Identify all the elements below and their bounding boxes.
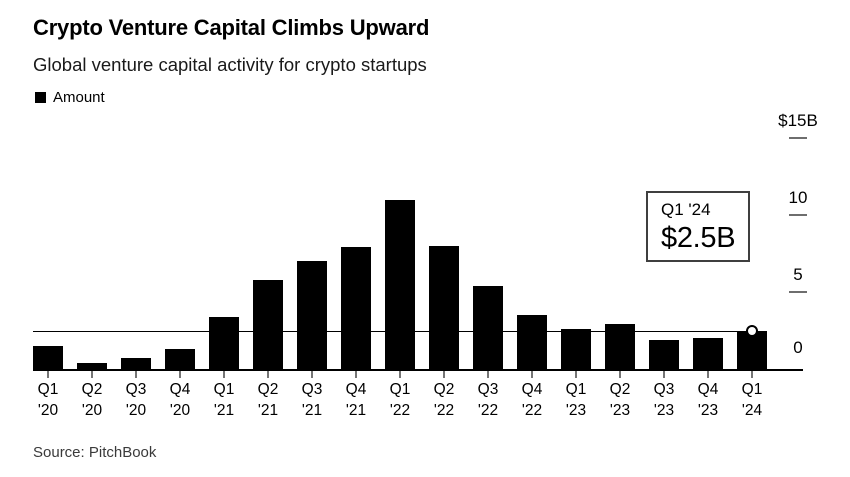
bar (517, 315, 547, 369)
callout-value: $2.5B (661, 222, 736, 254)
highlight-callout: Q1 '24 $2.5B (646, 191, 750, 262)
legend-swatch-icon (35, 92, 46, 103)
y-axis-label: 0 (793, 338, 803, 357)
x-axis-label: Q2 '23 (609, 381, 631, 419)
bar (649, 339, 679, 369)
bar (33, 345, 63, 369)
legend: Amount (35, 89, 105, 106)
y-axis-tick-dash (789, 137, 807, 139)
x-axis-tick (135, 371, 137, 378)
y-axis-tick-dash (789, 214, 807, 216)
x-axis-label: Q4 '22 (521, 381, 543, 419)
x-axis-tick (443, 371, 445, 378)
x-axis-label: Q4 '23 (697, 381, 719, 419)
bar (605, 324, 635, 369)
x-axis-label: Q1 '24 (741, 381, 763, 419)
bar (297, 261, 327, 369)
x-axis-label: Q3 '22 (477, 381, 499, 419)
x-axis-tick (179, 371, 181, 378)
x-axis-label: Q2 '22 (433, 381, 455, 419)
x-axis-label: Q1 '20 (37, 381, 59, 419)
x-axis-tick (47, 371, 49, 378)
x-axis-label: Q1 '21 (213, 381, 235, 419)
x-axis-tick (355, 371, 357, 378)
x-axis-tick (487, 371, 489, 378)
x-axis-tick (707, 371, 709, 378)
x-axis-tick (223, 371, 225, 378)
x-axis-tick (91, 371, 93, 378)
y-axis-label: 5 (793, 265, 803, 284)
x-axis-tick (575, 371, 577, 378)
bar (341, 247, 371, 369)
highlight-marker-icon (746, 324, 758, 337)
x-axis-tick (267, 371, 269, 378)
bar (253, 279, 283, 369)
page-title: Crypto Venture Capital Climbs Upward (33, 15, 430, 40)
x-axis-label: Q4 '20 (169, 381, 191, 419)
bar (121, 358, 151, 369)
bar (209, 316, 239, 369)
source-note: Source: PitchBook (33, 444, 157, 461)
x-axis-label: Q3 '21 (301, 381, 323, 419)
bar (693, 338, 723, 369)
x-axis-tick (399, 371, 401, 378)
bar (473, 285, 503, 369)
x-axis-label: Q1 '22 (389, 381, 411, 419)
x-axis-tick (311, 371, 313, 378)
y-axis-label: $15B (778, 111, 818, 130)
chart-subtitle: Global venture capital activity for cryp… (33, 54, 427, 75)
bar (561, 328, 591, 369)
x-axis-line (33, 369, 803, 371)
bar (429, 245, 459, 369)
x-axis-tick (663, 371, 665, 378)
x-axis-label: Q2 '21 (257, 381, 279, 419)
x-axis-tick (619, 371, 621, 378)
legend-label: Amount (53, 89, 105, 106)
bar (77, 362, 107, 369)
x-axis-label: Q4 '21 (345, 381, 367, 419)
x-axis-label: Q2 '20 (81, 381, 103, 419)
bar (385, 199, 415, 369)
x-axis-label: Q3 '20 (125, 381, 147, 419)
bar (737, 330, 767, 369)
bar (165, 348, 195, 369)
x-axis-tick (531, 371, 533, 378)
x-axis-label: Q3 '23 (653, 381, 675, 419)
y-axis-label: 10 (788, 188, 808, 207)
y-axis-tick-dash (789, 291, 807, 293)
x-axis-tick (751, 371, 753, 378)
callout-quarter: Q1 '24 (661, 200, 711, 219)
x-axis-label: Q1 '23 (565, 381, 587, 419)
